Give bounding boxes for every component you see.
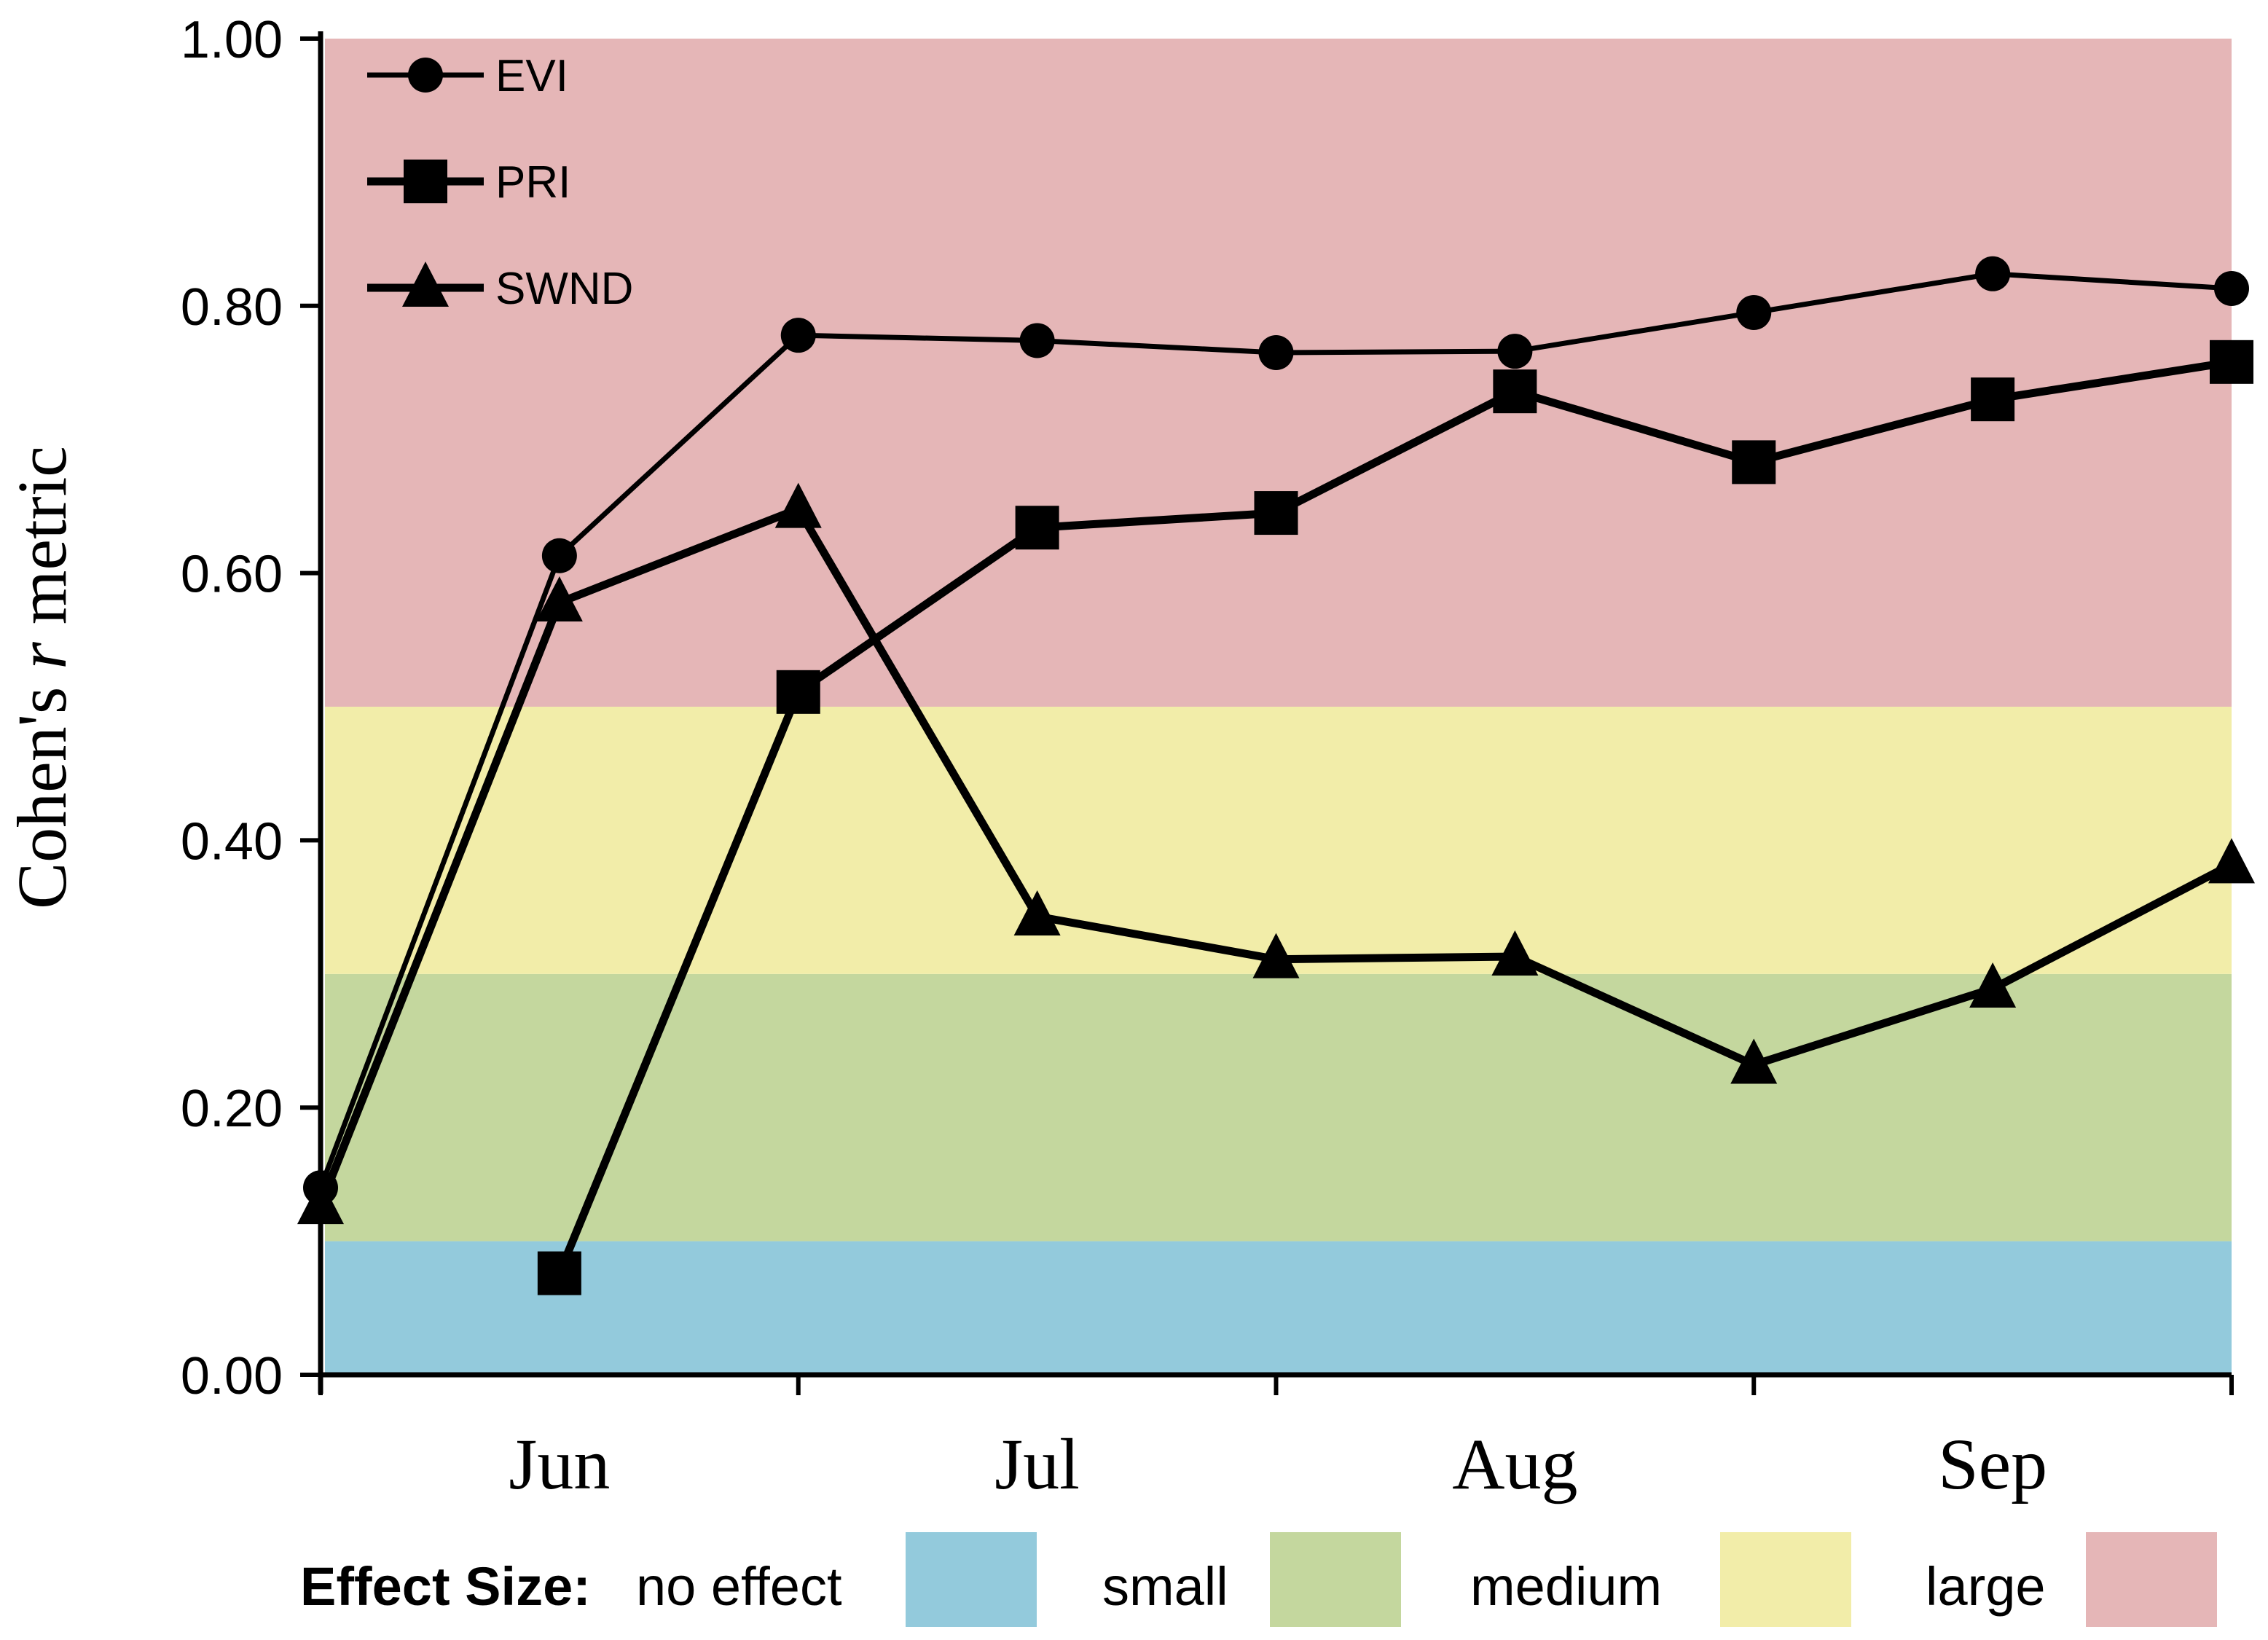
y-tick-label: 0.20 [181,1080,283,1138]
legend-label-swnd: SWND [495,264,633,314]
data-point-evi [1975,256,2011,291]
data-point-pri [1971,377,2015,422]
data-point-pri [2210,340,2253,384]
data-point-evi [541,538,577,573]
effect-swatch-small [1270,1532,1401,1627]
month-labels: Jun Jul Aug Sep [509,1424,2047,1504]
effect-swatch-no-effect [906,1532,1037,1627]
legend-marker-pri [404,160,447,203]
data-point-pri [1254,491,1298,535]
data-point-swnd [1969,962,2017,1008]
band-no-effect [325,1241,2232,1375]
data-point-pri [1732,440,1776,484]
effect-label-no-effect: no effect [636,1556,842,1617]
y-tick-labels: 0.00 0.20 0.40 0.60 0.80 1.00 [181,11,283,1405]
effect-swatch-medium [1720,1532,1851,1627]
effect-size-bands [325,39,2232,1375]
y-axis-label-part: Cohen's [3,670,81,909]
series-line-pri [555,358,2232,1275]
month-label-jul: Jul [994,1424,1080,1504]
month-label-jun: Jun [509,1424,610,1504]
data-point-swnd [1252,933,1300,978]
data-point-evi [1258,334,1294,370]
data-point-evi [2214,270,2249,306]
data-point-evi [1497,334,1533,369]
data-point-swnd [1491,930,1539,976]
series-markers [297,256,2255,1295]
data-point-evi [1736,294,1772,330]
y-tick-label: 0.00 [181,1347,283,1405]
band-small [325,973,2232,1241]
y-tick-label: 0.40 [181,812,283,871]
axes [300,31,2234,1395]
y-axis-label: Cohen's r metric [3,446,81,909]
data-point-pri [1015,506,1059,550]
effect-label-small: small [1102,1556,1228,1617]
data-point-pri [776,670,820,714]
month-label-aug: Aug [1452,1424,1577,1504]
effect-label-large: large [1926,1556,2046,1617]
data-point-swnd [2208,838,2255,884]
y-axis-label-part: metric [3,446,81,642]
band-large [325,39,2232,707]
y-tick-label: 0.80 [181,278,283,337]
effect-size-title: Effect Size: [300,1556,591,1617]
y-axis-label-part: r [3,642,81,670]
data-point-swnd [535,576,583,621]
data-point-evi [780,318,816,353]
effect-label-medium: medium [1470,1556,1662,1617]
y-tick-label: 1.00 [181,11,283,69]
legend-label-pri: PRI [495,157,570,208]
effect-size-legend: Effect Size: no effect small medium large [300,1532,2217,1627]
data-point-swnd [297,1179,344,1225]
legend-label-evi: EVI [495,51,568,101]
legend: EVI PRI SWND [367,51,633,314]
effect-swatch-large [2086,1532,2217,1627]
data-point-swnd [774,482,822,528]
data-point-pri [537,1251,581,1295]
data-point-pri [1493,369,1537,414]
data-point-evi [1019,323,1055,358]
legend-marker-evi [408,58,443,93]
month-label-sep: Sep [1938,1424,2047,1504]
data-point-swnd [1730,1038,1778,1084]
data-point-swnd [1013,890,1061,935]
band-medium [325,707,2232,974]
legend-marker-swnd [402,262,449,307]
y-tick-label: 0.60 [181,546,283,604]
